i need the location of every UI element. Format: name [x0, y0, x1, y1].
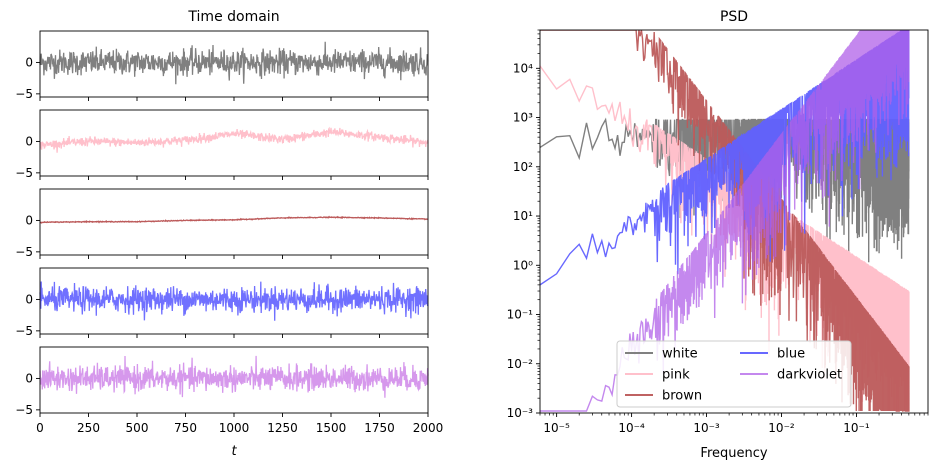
x-tick-label: 1000: [219, 421, 250, 435]
y-tick-label: 0: [25, 55, 33, 69]
y-tick-label: −5: [15, 403, 33, 417]
time-series-line-brown: [39, 215, 429, 224]
time-panel-pink: 0 −5: [15, 109, 429, 180]
legend-label-brown: brown: [662, 389, 702, 404]
x-tick-label: 1250: [267, 421, 298, 435]
legend-label-darkviolet: darkviolet: [777, 368, 842, 383]
y-tick-label: 10⁴: [513, 61, 533, 75]
time-series-line-blue: [39, 281, 429, 321]
x-tick-label: 1500: [316, 421, 347, 435]
time-series-line-pink: [39, 126, 429, 153]
x-tick-label: 500: [126, 421, 149, 435]
x-tick-label: 250: [77, 421, 100, 435]
psd-line-darkviolet: [540, 30, 910, 412]
time-panel-blue: 0 −5: [15, 267, 429, 338]
y-tick-label: −5: [15, 166, 33, 180]
x-tick-label: 750: [174, 421, 197, 435]
y-tick-label: 0: [25, 213, 33, 227]
y-tick-label: 10⁻¹: [507, 308, 534, 322]
frequency-axis-label: Frequency: [700, 446, 767, 461]
x-tick-label: 1750: [364, 421, 395, 435]
x-tick-label: 10⁻²: [768, 421, 795, 435]
x-tick-label: 10⁻⁴: [618, 421, 645, 435]
panel-frame: [39, 109, 429, 177]
y-tick-label: 0: [25, 371, 33, 385]
time-series-line-white: [39, 41, 429, 85]
legend-label-white: white: [662, 347, 698, 362]
x-tick-label: 10⁻⁵: [543, 421, 570, 435]
legend-label-pink: pink: [662, 368, 690, 383]
y-tick-label: 10⁻²: [507, 357, 534, 371]
x-tick-label: 0: [36, 421, 44, 435]
psd-chart: PSD 10⁻⁵ 10⁻⁴ 10⁻³ 10⁻² 10⁻¹ 10⁻³ 10⁻² 10⁻¹ 10⁰ 1…: [507, 9, 929, 461]
y-tick-label: 10⁻³: [507, 406, 534, 420]
y-tick-label: 10⁰: [513, 258, 533, 272]
time-domain-title: Time domain: [187, 9, 279, 25]
time-panel-brown: 0 −5: [15, 188, 429, 259]
x-tick-label: 10⁻³: [693, 421, 720, 435]
time-domain-chart: Time domain 0−50−50−50−50−50 250 500 750 100…: [15, 9, 443, 459]
time-panel-white: 0 −5: [15, 30, 429, 101]
y-tick-label: 0: [25, 134, 33, 148]
x-tick-label: 2000: [413, 421, 444, 435]
y-tick-label: 10²: [513, 160, 533, 174]
y-tick-label: 10³: [513, 111, 533, 125]
legend-box: [616, 340, 852, 408]
y-tick-label: −5: [15, 245, 33, 259]
psd-frame: [539, 29, 929, 414]
legend-label-blue: blue: [777, 347, 805, 362]
y-tick-label: −5: [15, 87, 33, 101]
y-tick-label: 10¹: [513, 209, 533, 223]
time-axis-label: t: [231, 444, 237, 459]
time-panel-darkviolet: 0 −5: [15, 346, 429, 417]
x-tick-label: 10⁻¹: [843, 421, 870, 435]
psd-legend: white pink brown blue darkviolet: [616, 340, 852, 408]
y-tick-label: −5: [15, 324, 33, 338]
psd-title: PSD: [720, 9, 748, 25]
time-series-line-darkviolet: [39, 355, 429, 398]
y-tick-label: 0: [25, 292, 33, 306]
